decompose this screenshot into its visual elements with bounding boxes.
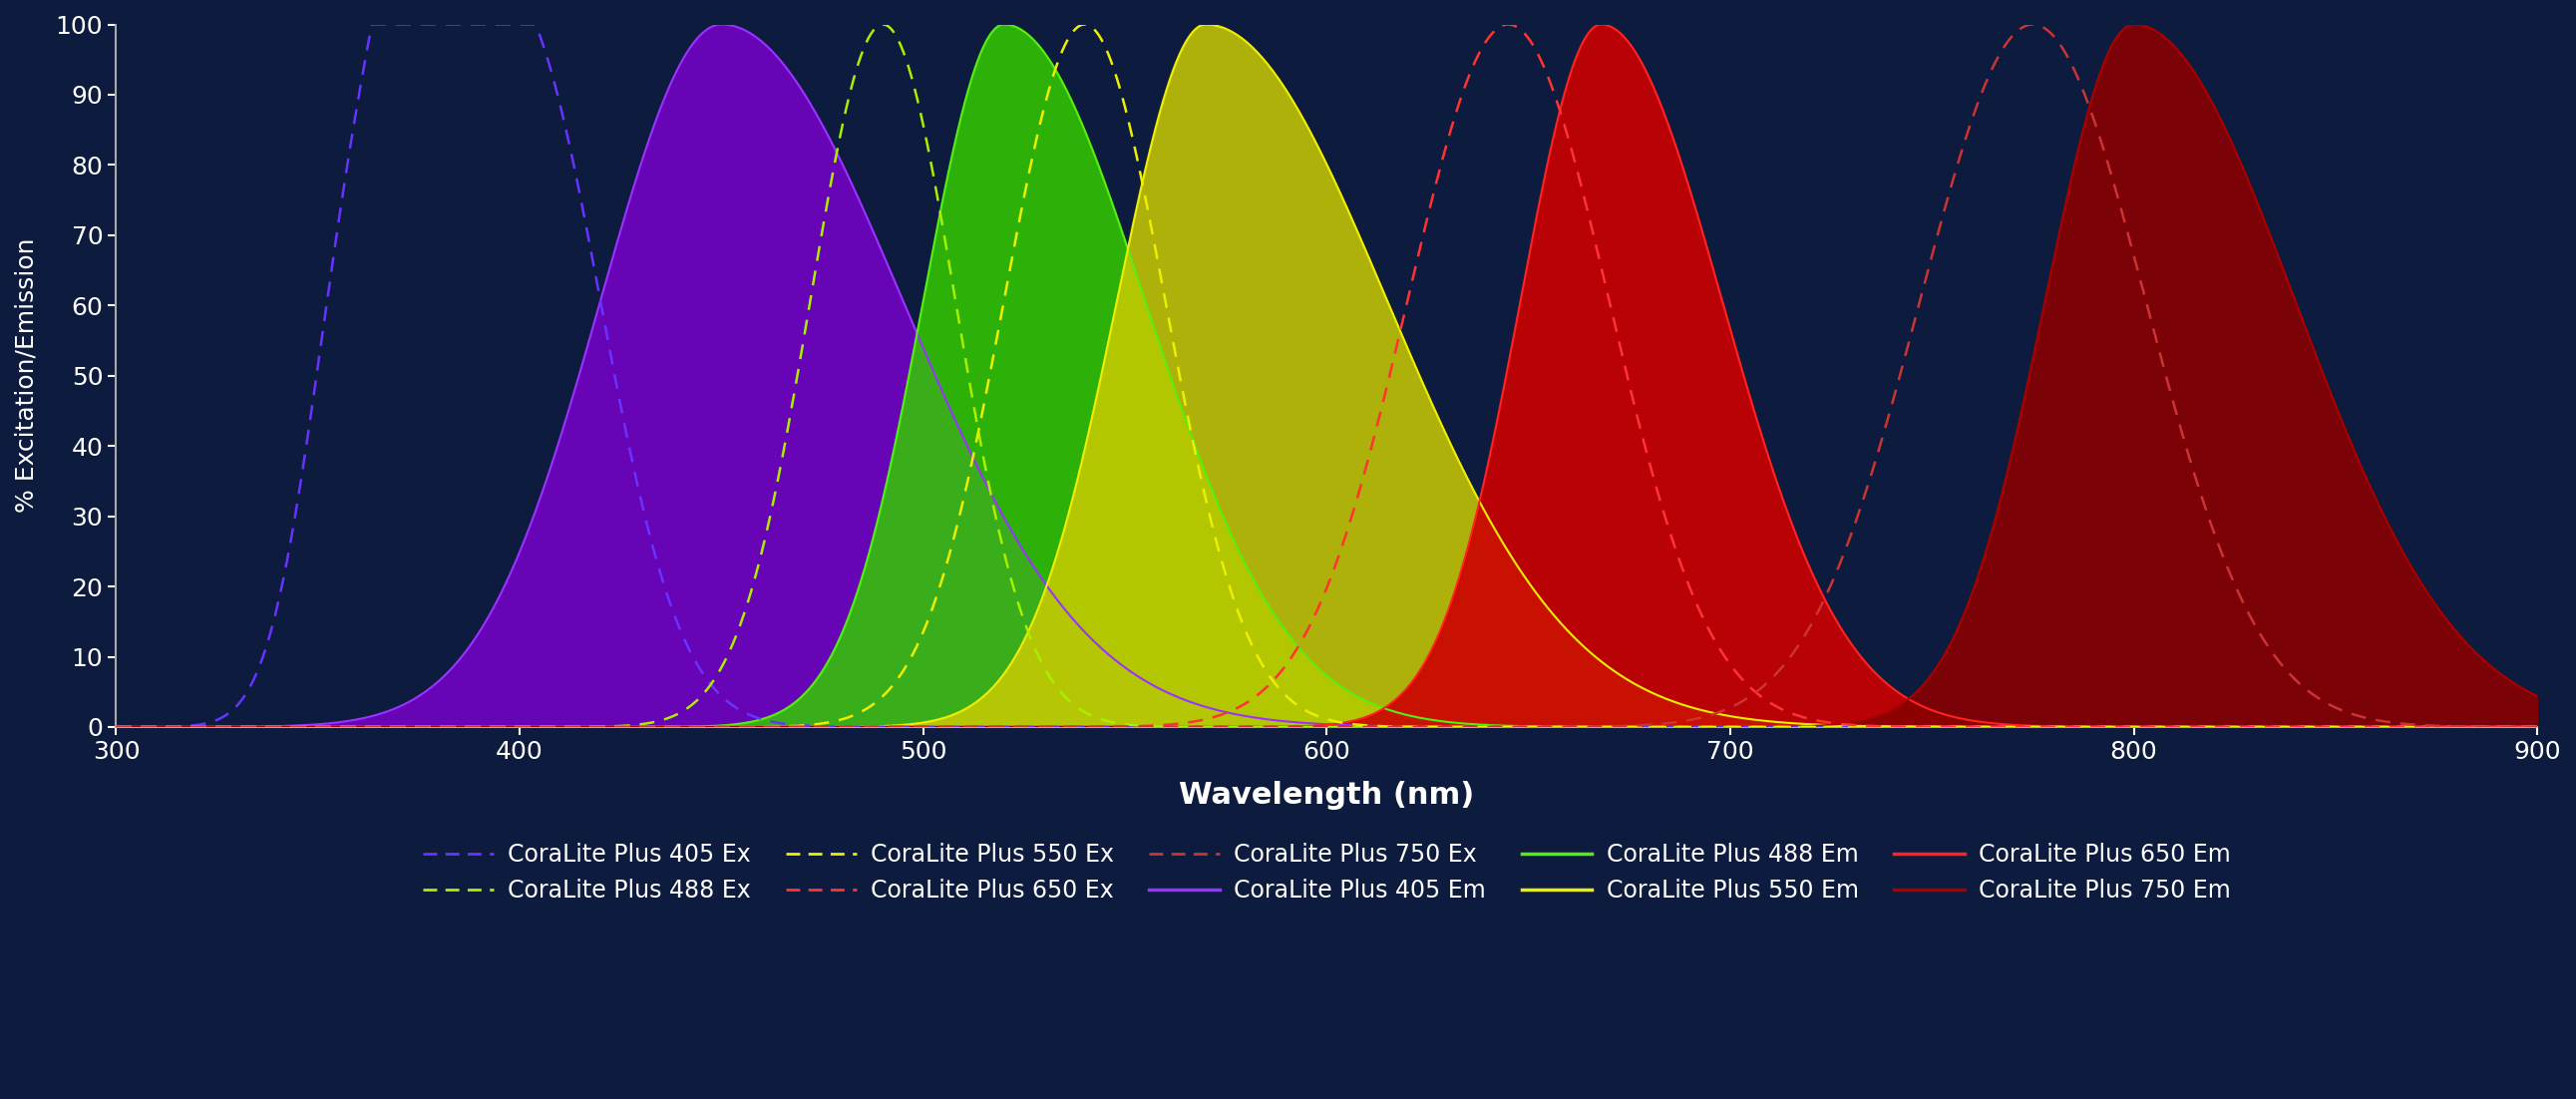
Legend: CoraLite Plus 405 Ex, CoraLite Plus 488 Ex, CoraLite Plus 550 Ex, CoraLite Plus : CoraLite Plus 405 Ex, CoraLite Plus 488 … — [412, 833, 2241, 912]
Y-axis label: % Excitation/Emission: % Excitation/Emission — [15, 238, 39, 513]
X-axis label: Wavelength (nm): Wavelength (nm) — [1180, 780, 1473, 810]
